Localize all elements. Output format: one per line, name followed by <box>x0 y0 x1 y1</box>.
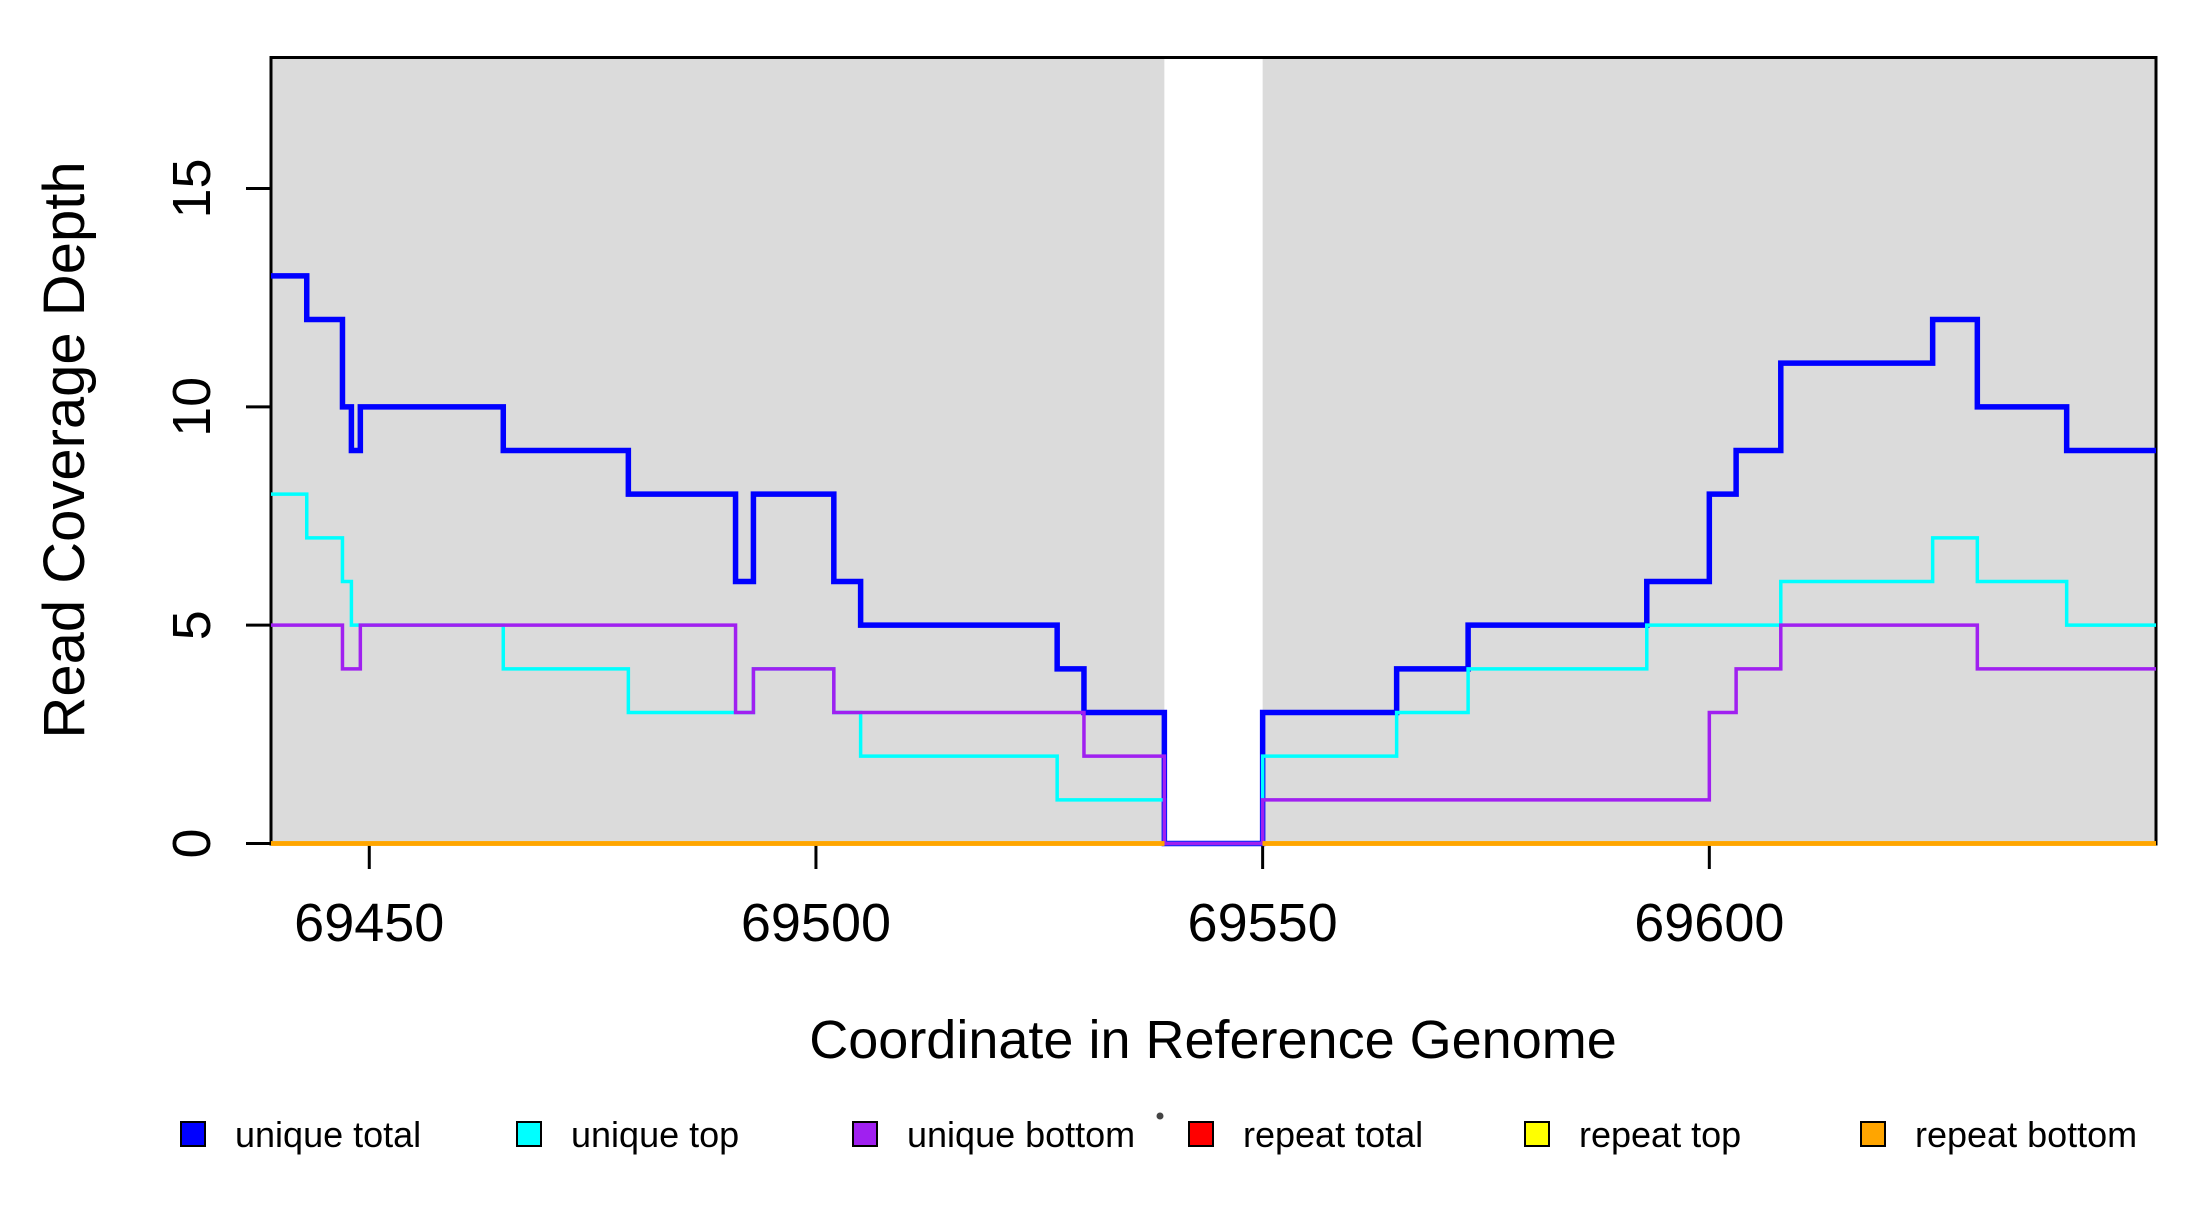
y-tick-label-0: 0 <box>162 828 222 858</box>
legend-item-unique-bottom: unique bottom <box>852 1114 1135 1155</box>
legend-swatch-repeat-top <box>1524 1121 1550 1147</box>
legend-swatch-unique-top <box>516 1121 542 1147</box>
x-tick-label-69450: 69450 <box>294 893 444 953</box>
stray-mark <box>1156 1112 1164 1120</box>
shaded-region-1 <box>271 57 1165 844</box>
legend-swatch-unique-total <box>180 1121 206 1147</box>
legend-label-repeat-top: repeat top <box>1579 1114 1741 1155</box>
legend-label-unique-bottom: unique bottom <box>907 1114 1135 1155</box>
legend-label-unique-top: unique top <box>571 1114 739 1155</box>
series-layer <box>271 273 2156 847</box>
series-unique-total <box>271 273 2156 847</box>
legend-item-repeat-bottom: repeat bottom <box>1860 1114 2137 1155</box>
legend-item-unique-top: unique top <box>516 1114 739 1155</box>
tick-label-layer: 69450 69500 69550 69600 0 5 10 15 <box>162 158 1784 953</box>
legend-item-repeat-total: repeat total <box>1188 1114 1423 1155</box>
series-unique-bottom <box>271 623 2156 846</box>
legend-item-unique-total: unique total <box>180 1114 421 1155</box>
y-tick-label-10: 10 <box>162 377 222 437</box>
x-axis-title: Coordinate in Reference Genome <box>809 1010 1616 1070</box>
y-tick-label-5: 5 <box>162 610 222 640</box>
legend-label-unique-total: unique total <box>235 1114 421 1155</box>
legend-label-repeat-bottom: repeat bottom <box>1915 1114 2137 1155</box>
legend-swatch-repeat-total <box>1188 1121 1214 1147</box>
legend-swatch-unique-bottom <box>852 1121 878 1147</box>
legend-swatch-repeat-bottom <box>1860 1121 1886 1147</box>
x-tick-label-69550: 69550 <box>1188 893 1338 953</box>
y-axis-title: Read Coverage Depth <box>32 161 97 738</box>
legend: unique total unique top unique bottom repea… <box>180 1112 2137 1155</box>
x-tick-label-69500: 69500 <box>741 893 891 953</box>
y-tick-label-15: 15 <box>162 158 222 218</box>
legend-label-repeat-total: repeat total <box>1243 1114 1423 1155</box>
x-tick-label-69600: 69600 <box>1634 893 1784 953</box>
shaded-regions-layer <box>271 57 2156 844</box>
legend-item-repeat-top: repeat top <box>1524 1114 1741 1155</box>
